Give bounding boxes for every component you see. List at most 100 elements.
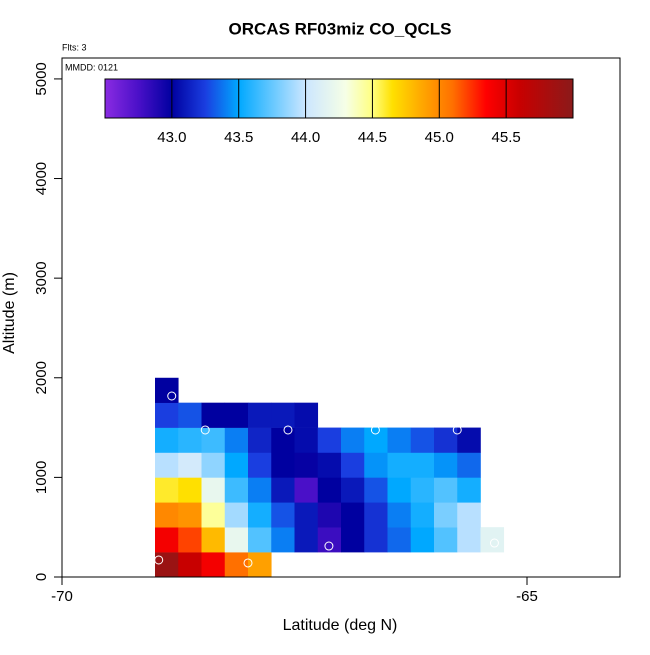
heat-cell <box>178 452 202 478</box>
heat-cell <box>457 477 481 503</box>
x-tick-label: -70 <box>51 588 73 605</box>
heat-cell <box>294 452 319 478</box>
heat-cell <box>364 452 388 478</box>
heat-cell <box>178 477 202 503</box>
track-point <box>452 425 462 435</box>
heat-cell <box>155 502 179 528</box>
heat-cell <box>248 427 272 453</box>
y-tick-label: 4000 <box>33 162 50 195</box>
heat-cell <box>248 452 272 478</box>
heat-cell <box>155 427 179 453</box>
heat-cell <box>457 502 481 528</box>
colorbar-tick-label: 45.5 <box>492 129 521 146</box>
heat-cell <box>201 477 226 503</box>
heat-cell <box>271 477 295 503</box>
colorbar-tick-label: 45.0 <box>425 129 454 146</box>
heat-cell <box>271 452 295 478</box>
colorbar-tick-label: 44.0 <box>291 129 320 146</box>
y-tick-label: 3000 <box>33 261 50 294</box>
heat-cell <box>155 527 179 553</box>
track-point <box>370 425 380 435</box>
heat-cell <box>294 502 319 528</box>
heat-cell <box>155 477 179 503</box>
heat-cell <box>364 527 388 553</box>
heat-cell <box>178 552 202 578</box>
heat-cell <box>155 552 179 578</box>
heat-cell <box>224 402 249 428</box>
heat-cell <box>457 452 481 478</box>
colorbar-tick-label: 44.5 <box>358 129 387 146</box>
annotation: MMDD: 0121 <box>65 62 118 72</box>
heat-cell <box>317 477 342 503</box>
heat-cell <box>387 527 412 553</box>
heat-cell <box>341 477 365 503</box>
heat-cell <box>201 452 226 478</box>
track-point <box>324 541 334 551</box>
track-point <box>200 425 210 435</box>
heat-cell <box>434 527 458 553</box>
heat-cell <box>178 402 202 428</box>
heat-cell <box>201 427 226 453</box>
heat-cell <box>317 427 342 453</box>
x-tick-label: -65 <box>516 588 538 605</box>
heat-cell <box>434 452 458 478</box>
track-point <box>283 425 293 435</box>
heat-cell <box>224 427 249 453</box>
heat-cell <box>224 477 249 503</box>
heat-cell <box>410 527 435 553</box>
heat-cell <box>201 552 226 578</box>
heat-cell <box>248 552 272 578</box>
heat-cell <box>457 427 481 453</box>
heat-cell <box>224 552 249 578</box>
heat-cell <box>317 502 342 528</box>
heat-cell <box>387 427 412 453</box>
heat-cell <box>434 502 458 528</box>
heat-cell <box>434 427 458 453</box>
heat-cell <box>224 502 249 528</box>
heat-cell <box>248 477 272 503</box>
colorbar-tick-label: 43.0 <box>157 129 186 146</box>
heat-cell <box>248 527 272 553</box>
heat-cell <box>294 477 319 503</box>
heat-cell <box>178 527 202 553</box>
heat-cell <box>387 452 412 478</box>
heat-cell <box>457 527 481 553</box>
heat-cell <box>294 427 319 453</box>
y-tick-label: 5000 <box>33 62 50 95</box>
y-tick-label: 1000 <box>33 461 50 494</box>
heat-cell <box>341 502 365 528</box>
track-point <box>243 558 253 568</box>
heat-cell <box>387 502 412 528</box>
heat-cell <box>364 502 388 528</box>
heat-cell <box>271 527 295 553</box>
heat-cell <box>155 377 179 403</box>
colorbar <box>104 78 574 119</box>
heat-cell <box>317 527 342 553</box>
heat-cell <box>224 527 249 553</box>
x-axis-title: Latitude (deg N) <box>283 617 398 634</box>
heat-cell <box>410 452 435 478</box>
heat-cell <box>341 427 365 453</box>
heat-cell <box>271 402 295 428</box>
heat-cell <box>155 452 179 478</box>
heat-cell <box>294 527 319 553</box>
heat-cell <box>364 477 388 503</box>
heat-cell <box>317 452 342 478</box>
heat-cell <box>248 502 272 528</box>
heat-cell <box>410 427 435 453</box>
heat-cell <box>341 527 365 553</box>
heat-cell <box>201 527 226 553</box>
heat-cell <box>155 402 179 428</box>
heat-cell <box>224 452 249 478</box>
y-tick-label: 0 <box>33 573 50 581</box>
plot-frame <box>61 57 621 578</box>
heat-cell <box>410 477 435 503</box>
heat-cell <box>178 502 202 528</box>
heat-cell <box>341 452 365 478</box>
heat-cell <box>178 427 202 453</box>
heat-cell <box>201 502 226 528</box>
chart-title: ORCAS RF03miz CO_QCLS <box>229 19 452 38</box>
heat-cell <box>410 502 435 528</box>
heat-cell <box>294 402 319 428</box>
